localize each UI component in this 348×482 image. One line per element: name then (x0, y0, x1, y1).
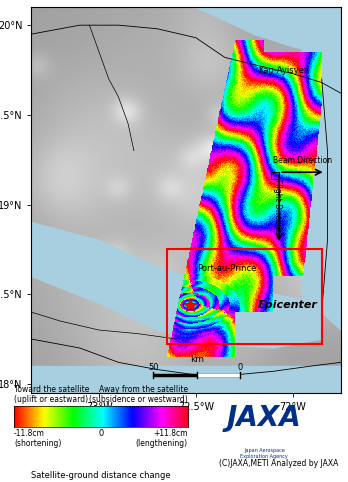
Text: km: km (190, 355, 204, 364)
Text: JAXA: JAXA (227, 404, 302, 432)
Text: Away from the satellite
(subsidence or westward): Away from the satellite (subsidence or w… (89, 385, 188, 404)
Text: Satellite-ground distance change: Satellite-ground distance change (31, 470, 171, 480)
Text: +11.8cm
(lengthening): +11.8cm (lengthening) (136, 429, 188, 448)
Text: 0: 0 (98, 429, 104, 438)
Polygon shape (302, 7, 341, 330)
Text: (C)JAXA,METI Analyzed by JAXA: (C)JAXA,METI Analyzed by JAXA (219, 458, 339, 468)
Polygon shape (31, 7, 341, 57)
Text: -11.8cm
(shortening): -11.8cm (shortening) (14, 429, 61, 448)
Text: Beam Direction: Beam Direction (273, 156, 332, 165)
Text: Kap-Ayisyen: Kap-Ayisyen (258, 67, 309, 75)
Text: Port-au-Prince: Port-au-Prince (197, 264, 256, 273)
Bar (271, 172, 279, 179)
Text: Epicenter: Epicenter (258, 300, 318, 310)
Text: Japan Aerospace
Exploration Agency: Japan Aerospace Exploration Agency (240, 448, 288, 459)
Text: 50: 50 (148, 362, 159, 372)
Text: Toward the satellite
(uplift or eastward): Toward the satellite (uplift or eastward… (14, 385, 89, 404)
Text: Flight Direction: Flight Direction (273, 179, 282, 238)
Polygon shape (31, 223, 322, 348)
Text: 0: 0 (238, 362, 243, 372)
Polygon shape (31, 366, 341, 393)
Polygon shape (31, 7, 341, 393)
Bar (167, 249, 322, 345)
